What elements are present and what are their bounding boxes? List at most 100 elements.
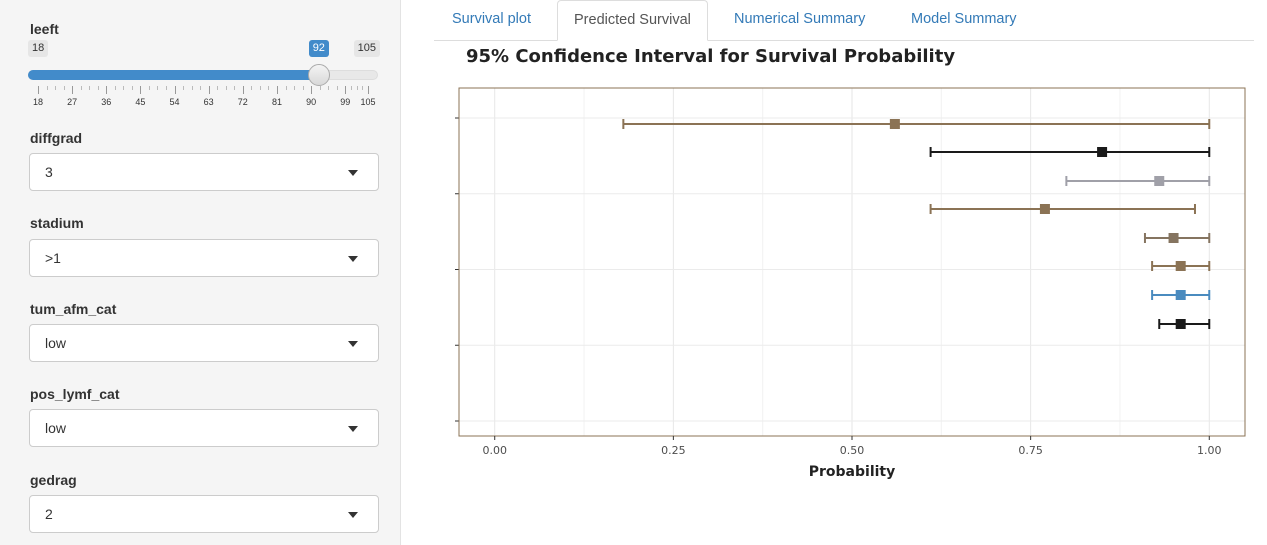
slider-tick [174,86,176,94]
x-tick-label: 0.25 [661,444,686,457]
slider-minor-tick [131,86,133,90]
diffgrad-value: 3 [45,164,53,180]
caret-down-icon [348,256,358,262]
slider-minor-tick [46,86,48,90]
x-tick-label: 1.00 [1197,444,1222,457]
slider-minor-tick [328,86,330,90]
slider-value-badge: 92 [308,40,329,57]
slider-label: leeft [30,21,59,37]
slider-min-badge: 18 [28,40,49,57]
slider-tick-label: 63 [203,97,214,107]
tum-afm-cat-label: tum_afm_cat [30,301,117,317]
x-tick-label: 0.50 [840,444,865,457]
caret-down-icon [348,341,358,347]
slider-minor-tick [319,86,321,90]
x-axis-label: Probability [809,464,896,480]
slider-minor-tick [148,86,150,90]
slider-handle[interactable] [307,64,330,86]
stadium-label: stadium [30,215,84,231]
caret-down-icon [348,426,358,432]
slider-minor-tick [336,86,338,90]
slider-minor-tick [251,86,253,90]
x-tick-label: 0.00 [482,444,507,457]
gedrag-select[interactable]: 2 [29,495,379,533]
diffgrad-label: diffgrad [30,130,83,146]
slider-tick [140,86,142,94]
slider-minor-tick [285,86,287,90]
pos-lymf-cat-label: pos_lymf_cat [30,386,120,402]
gedrag-label: gedrag [30,472,77,488]
main-tabs: Survival plot Predicted Survival Numeric… [434,0,1254,41]
slider-minor-tick [183,86,185,90]
slider-tick-label: 81 [271,97,282,107]
x-tick-label: 0.75 [1018,444,1043,457]
estimate-point [1175,261,1186,271]
slider-minor-tick [356,86,358,90]
tab-model-summary[interactable]: Model Summary [911,11,1017,27]
slider-tick-label: 27 [67,97,78,107]
slider-minor-tick [217,86,219,90]
slider-tick [311,86,313,94]
tab-predicted-survival[interactable]: Predicted Survival [557,0,708,41]
tum-afm-cat-select[interactable]: low [29,324,379,362]
estimate-point [1168,233,1179,243]
slider-minor-tick [97,86,99,90]
confidence-interval-chart: 0.00 0.25 0.50 0.75 1.00 Probability [455,87,1246,480]
estimate-point [1175,290,1186,300]
sidebar-panel: leeft 18 105 92 18 27 36 45 54 63 72 81 90 99 105 … [0,0,401,545]
estimate-point [889,119,900,129]
slider-tick-label: 18 [32,97,44,107]
slider-tick [345,86,347,94]
pos-lymf-cat-value: low [45,420,67,436]
slider-fill [28,70,319,80]
slider-tick [276,86,278,94]
estimate-point [1175,319,1186,329]
caret-down-icon [348,170,358,176]
slider-minor-tick [157,86,159,90]
gedrag-value: 2 [45,506,53,522]
slider-tick [72,86,74,94]
slider-minor-tick [234,86,236,90]
slider-minor-tick [123,86,125,90]
slider-minor-tick [114,86,116,90]
tab-survival-plot[interactable]: Survival plot [452,11,531,27]
slider-tick [38,86,39,94]
chart-title: 95% Confidence Interval for Survival Pro… [466,46,956,67]
slider-minor-tick [191,86,193,90]
slider-max-badge: 105 [353,40,380,57]
slider-tick-label: 54 [169,97,180,107]
slider-minor-tick [225,86,227,90]
diffgrad-select[interactable]: 3 [29,153,379,191]
leeft-slider[interactable]: 18 105 92 18 27 36 45 54 63 72 81 90 99 105 [28,40,380,120]
slider-tick [242,86,244,94]
slider-tick [106,86,108,94]
slider-minor-tick [200,86,202,90]
slider-minor-tick [166,86,168,90]
pos-lymf-cat-select[interactable]: low [29,409,379,447]
slider-minor-tick [80,86,82,90]
estimate-point [1039,204,1050,214]
slider-tick-label: 36 [101,97,112,107]
slider-tick-label: 72 [237,97,248,107]
slider-tick-label: 90 [306,97,317,107]
estimate-point [1154,176,1165,186]
slider-minor-tick [55,86,57,90]
stadium-value: >1 [45,250,61,266]
slider-grid: 18 27 36 45 54 63 72 81 90 99 105 [28,86,378,116]
slider-tick-label: 45 [135,97,146,107]
slider-minor-tick [259,86,261,90]
slider-minor-tick [89,86,91,90]
slider-tick [368,86,369,94]
estimate-point [1097,147,1108,157]
slider-minor-tick [302,86,304,90]
slider-tick-label: 105 [360,97,376,107]
caret-down-icon [348,512,358,518]
tum-afm-cat-value: low [45,335,67,351]
slider-minor-tick [362,86,364,90]
slider-tick-label: 99 [340,97,351,107]
tab-numerical-summary[interactable]: Numerical Summary [734,11,866,27]
stadium-select[interactable]: >1 [29,239,379,277]
slider-minor-tick [268,86,270,90]
slider-tick [208,86,210,94]
slider-minor-tick [294,86,296,90]
